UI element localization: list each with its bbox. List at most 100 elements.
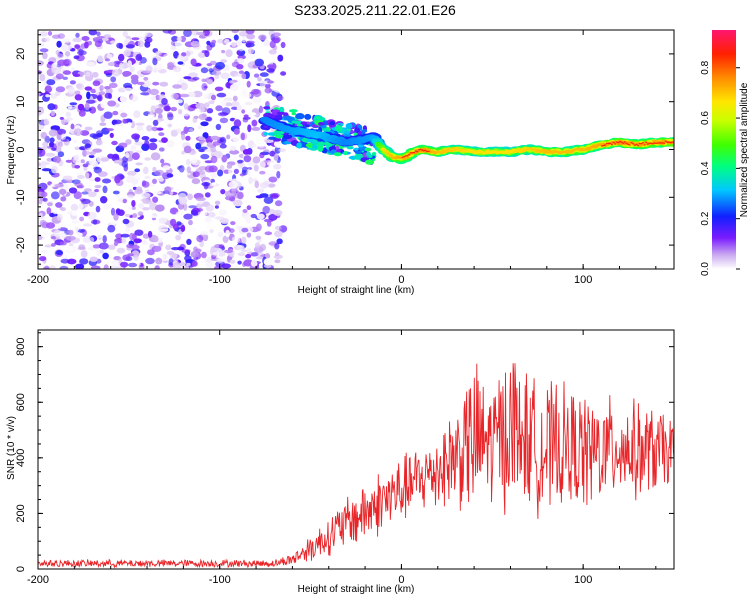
- heat-cell: [77, 232, 83, 237]
- heat-cell: [164, 204, 172, 213]
- snr-ylabel: SNR (10 * v/v): [6, 416, 17, 480]
- heat-cell: [238, 70, 245, 75]
- heat-cell: [47, 31, 53, 36]
- heat-cell: [65, 235, 76, 241]
- y-tick-label: 0: [15, 146, 27, 152]
- heat-cell: [39, 219, 47, 227]
- heat-cell: [98, 91, 106, 96]
- heat-cell: [154, 169, 165, 177]
- heat-cell: [180, 35, 187, 43]
- heat-cell: [335, 124, 343, 132]
- heat-cell: [411, 152, 414, 154]
- heat-cell: [88, 178, 96, 182]
- heat-cell: [133, 238, 142, 244]
- heat-cell: [110, 76, 117, 83]
- heat-cell: [96, 95, 102, 101]
- heat-cell: [92, 148, 103, 153]
- heat-cell: [105, 128, 114, 132]
- heat-cell: [178, 165, 185, 173]
- heat-cell: [80, 198, 91, 204]
- heat-cell: [344, 130, 351, 135]
- heat-cell: [130, 94, 139, 103]
- heat-cell: [125, 226, 130, 233]
- heat-cell: [119, 95, 128, 103]
- heat-cell: [255, 195, 264, 199]
- heat-cell: [212, 252, 220, 256]
- heat-cell: [251, 119, 258, 127]
- heat-cell: [257, 238, 262, 243]
- heat-cell: [55, 250, 63, 256]
- heat-cell: [229, 228, 235, 234]
- heat-cell: [273, 163, 282, 170]
- heat-cell: [632, 143, 635, 145]
- heat-cell: [197, 210, 208, 217]
- heat-cell: [210, 155, 218, 164]
- heat-cell: [243, 155, 252, 163]
- heat-cell: [231, 187, 237, 196]
- heat-cell: [38, 262, 42, 268]
- heat-cell: [218, 250, 226, 257]
- heat-cell: [84, 86, 93, 91]
- heat-cell: [219, 117, 229, 124]
- heat-cell: [73, 128, 83, 137]
- heat-cell: [127, 253, 134, 257]
- heat-cell: [226, 134, 231, 140]
- heat-cell: [66, 258, 77, 265]
- heat-cell: [174, 39, 183, 48]
- heat-cell: [257, 252, 265, 259]
- heat-cell: [204, 192, 211, 198]
- heat-cell: [215, 61, 226, 70]
- heat-cell: [250, 112, 256, 116]
- heat-cell: [266, 68, 275, 73]
- heat-cell: [276, 111, 286, 115]
- heat-cell: [56, 40, 62, 48]
- heat-cell: [52, 34, 61, 39]
- heat-cell: [229, 80, 234, 84]
- heat-cell: [270, 194, 279, 200]
- heat-cell: [50, 236, 57, 240]
- heat-cell: [107, 244, 116, 250]
- heat-cell: [196, 31, 206, 36]
- heat-cell: [427, 150, 430, 153]
- heat-cell: [63, 210, 72, 214]
- heat-cell: [470, 149, 475, 153]
- heat-cell: [80, 250, 88, 258]
- y-tick-label: 800: [15, 337, 27, 355]
- heat-cell: [184, 265, 190, 269]
- heat-cell: [168, 258, 174, 266]
- heat-cell: [205, 261, 214, 269]
- heat-cell: [263, 258, 272, 266]
- heat-cell: [291, 120, 298, 124]
- heat-cell: [129, 66, 135, 73]
- heat-cell: [60, 258, 70, 264]
- heat-cell: [85, 61, 96, 67]
- heat-cell: [177, 246, 185, 251]
- heat-cell: [215, 105, 223, 112]
- heat-cell: [177, 61, 184, 65]
- heat-cell: [214, 205, 219, 209]
- heat-cell: [69, 80, 76, 85]
- heat-cell: [161, 98, 168, 105]
- heat-cell: [60, 196, 67, 202]
- heat-cell: [600, 145, 604, 147]
- heat-cell: [122, 70, 132, 77]
- heat-cell: [181, 249, 191, 254]
- heat-cell: [144, 175, 151, 180]
- heat-cell: [154, 204, 165, 212]
- heat-cell: [617, 141, 620, 144]
- heat-cell: [224, 38, 230, 44]
- heat-cell: [200, 121, 209, 127]
- heat-cell: [155, 107, 163, 114]
- heat-cell: [113, 241, 119, 247]
- heat-cell: [243, 114, 249, 118]
- heat-cell: [96, 231, 103, 239]
- heat-cell: [106, 53, 113, 59]
- heat-cell: [259, 152, 265, 159]
- heat-cell: [136, 125, 144, 131]
- heat-cell: [216, 257, 225, 263]
- heat-cell: [181, 52, 187, 57]
- heat-cell: [404, 155, 407, 157]
- heat-cell: [115, 233, 123, 239]
- heat-cell: [112, 110, 119, 116]
- heat-cell: [254, 58, 264, 67]
